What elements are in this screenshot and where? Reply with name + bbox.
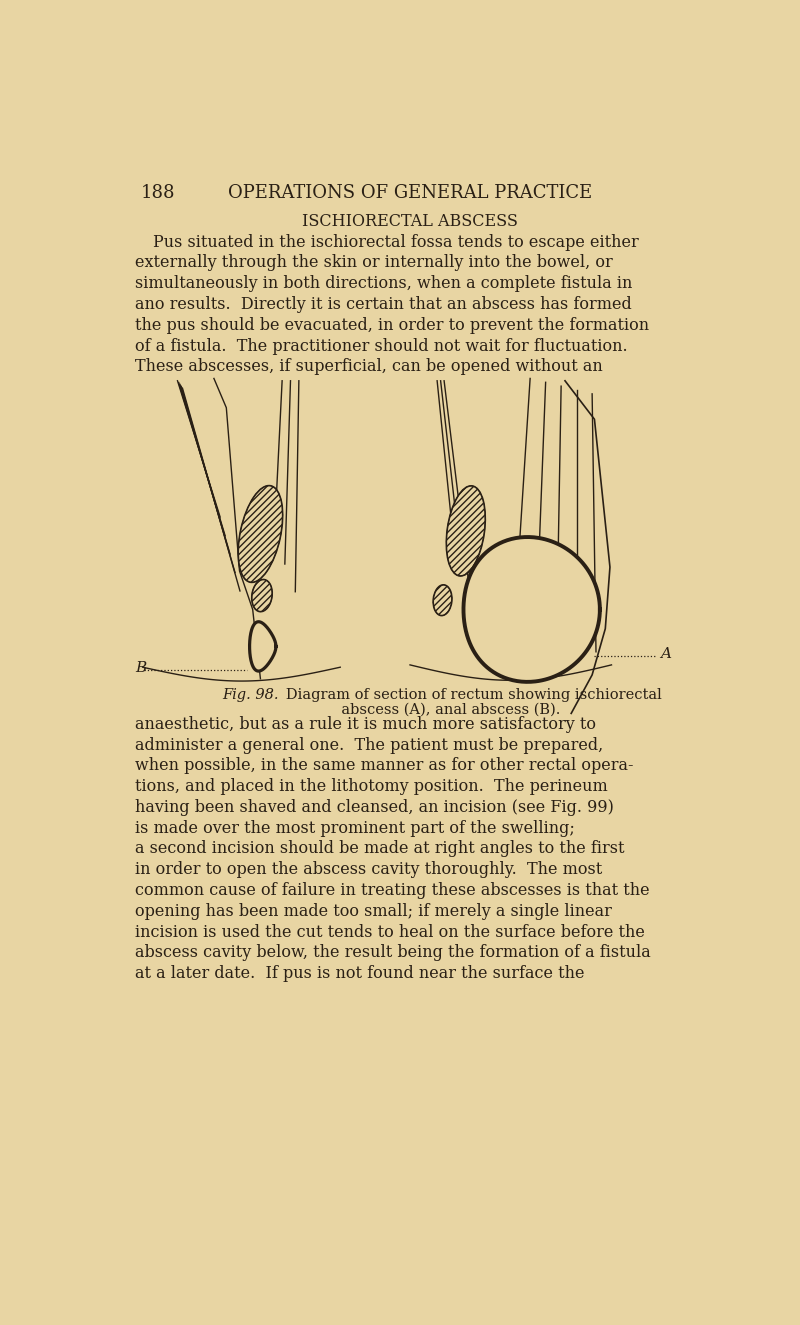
Text: These abscesses, if superficial, can be opened without an: These abscesses, if superficial, can be …: [135, 359, 602, 375]
Text: abscess cavity below, the result being the formation of a fistula: abscess cavity below, the result being t…: [135, 945, 650, 962]
Text: Diagram of section of rectum showing ischiorectal: Diagram of section of rectum showing isc…: [272, 688, 662, 702]
Ellipse shape: [446, 486, 486, 576]
Text: ISCHIORECTAL ABSCESS: ISCHIORECTAL ABSCESS: [302, 213, 518, 231]
Text: 188: 188: [140, 184, 175, 201]
Polygon shape: [250, 621, 276, 670]
Text: OPERATIONS OF GENERAL PRACTICE: OPERATIONS OF GENERAL PRACTICE: [228, 184, 592, 201]
Text: the pus should be evacuated, in order to prevent the formation: the pus should be evacuated, in order to…: [135, 317, 649, 334]
Polygon shape: [463, 537, 600, 682]
Text: Pus situated in the ischiorectal fossa tends to escape either: Pus situated in the ischiorectal fossa t…: [153, 233, 638, 250]
Text: when possible, in the same manner as for other rectal opera-: when possible, in the same manner as for…: [135, 758, 634, 774]
Text: in order to open the abscess cavity thoroughly.  The most: in order to open the abscess cavity thor…: [135, 861, 602, 878]
Text: opening has been made too small; if merely a single linear: opening has been made too small; if mere…: [135, 902, 612, 920]
Text: externally through the skin or internally into the bowel, or: externally through the skin or internall…: [135, 254, 613, 272]
Text: abscess (A), anal abscess (B).: abscess (A), anal abscess (B).: [272, 702, 561, 717]
Text: is made over the most prominent part of the swelling;: is made over the most prominent part of …: [135, 820, 574, 836]
Text: simultaneously in both directions, when a complete fistula in: simultaneously in both directions, when …: [135, 276, 632, 293]
Text: A: A: [660, 647, 671, 661]
Ellipse shape: [238, 485, 282, 583]
Text: incision is used the cut tends to heal on the surface before the: incision is used the cut tends to heal o…: [135, 924, 645, 941]
Text: at a later date.  If pus is not found near the surface the: at a later date. If pus is not found nea…: [135, 965, 584, 982]
Text: of a fistula.  The practitioner should not wait for fluctuation.: of a fistula. The practitioner should no…: [135, 338, 627, 355]
Text: Fig. 98.: Fig. 98.: [222, 688, 279, 702]
Ellipse shape: [433, 584, 452, 616]
Text: B: B: [136, 661, 147, 674]
Text: common cause of failure in treating these abscesses is that the: common cause of failure in treating thes…: [135, 882, 650, 900]
Text: administer a general one.  The patient must be prepared,: administer a general one. The patient mu…: [135, 737, 603, 754]
Text: anaesthetic, but as a rule it is much more satisfactory to: anaesthetic, but as a rule it is much mo…: [135, 716, 596, 733]
Text: tions, and placed in the lithotomy position.  The perineum: tions, and placed in the lithotomy posit…: [135, 778, 608, 795]
Text: ano results.  Directly it is certain that an abscess has formed: ano results. Directly it is certain that…: [135, 295, 632, 313]
Text: having been shaved and cleansed, an incision (see Fig. 99): having been shaved and cleansed, an inci…: [135, 799, 614, 816]
Ellipse shape: [252, 579, 272, 612]
Text: a second incision should be made at right angles to the first: a second incision should be made at righ…: [135, 840, 624, 857]
